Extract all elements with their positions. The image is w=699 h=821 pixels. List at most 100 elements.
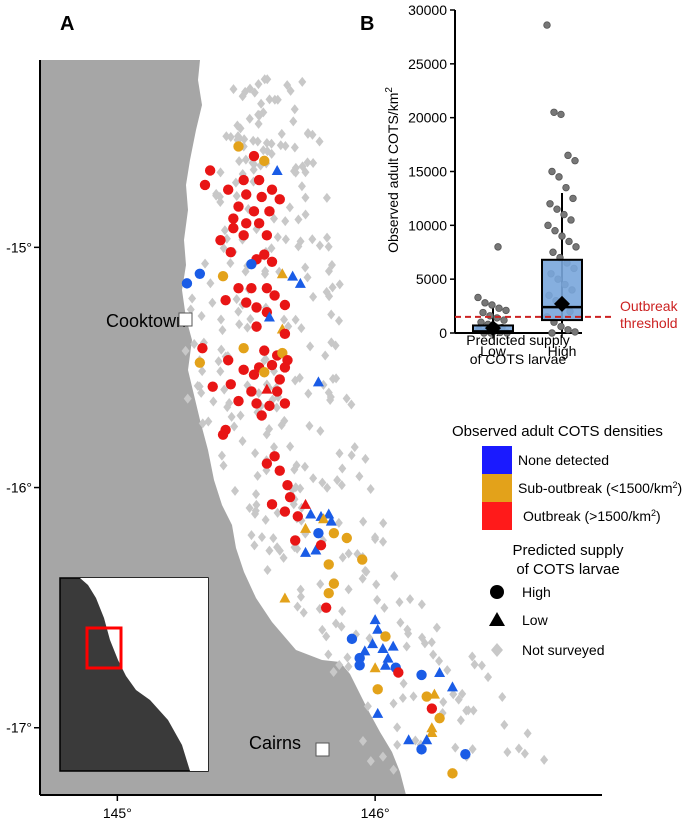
legend-outbreak-label: Outbreak (>1500/km2) xyxy=(523,508,661,524)
not-surveyed-marker xyxy=(250,540,259,551)
not-surveyed-marker xyxy=(343,652,352,663)
not-surveyed-marker xyxy=(290,104,299,115)
site-marker-outbreak-high xyxy=(261,282,273,294)
not-surveyed-marker xyxy=(366,484,375,495)
not-surveyed-marker xyxy=(396,617,405,628)
not-surveyed-marker xyxy=(216,167,225,178)
site-marker-outbreak-high xyxy=(279,506,291,517)
not-surveyed-marker xyxy=(335,660,344,671)
site-marker-sub-high xyxy=(380,631,391,642)
not-surveyed-marker xyxy=(235,319,244,330)
site-marker-outbreak-high xyxy=(253,174,265,186)
not-surveyed-marker xyxy=(334,315,343,326)
site-marker-outbreak-high xyxy=(279,398,291,409)
city-label: Cooktown xyxy=(106,311,186,331)
not-surveyed-marker xyxy=(347,450,356,461)
not-surveyed-marker xyxy=(245,502,254,513)
not-surveyed-marker xyxy=(292,460,301,471)
site-marker-none-low xyxy=(294,277,306,288)
box-outlier xyxy=(565,237,573,246)
site-marker-none-low xyxy=(369,614,381,625)
site-marker-sub-high xyxy=(277,347,288,359)
site-marker-outbreak-high xyxy=(238,230,249,241)
not-surveyed-marker xyxy=(227,411,236,422)
site-marker-outbreak-high xyxy=(290,535,301,546)
not-surveyed-marker xyxy=(372,579,381,590)
box-outlier xyxy=(546,200,554,208)
not-surveyed-marker xyxy=(335,279,344,290)
not-surveyed-marker xyxy=(305,420,314,431)
city-cairns: Cairns xyxy=(249,733,330,757)
inset-highlight-box xyxy=(85,626,123,670)
box-outlier xyxy=(557,110,565,119)
not-surveyed-marker xyxy=(230,421,239,432)
legend-low-marker xyxy=(489,612,505,626)
not-surveyed-marker xyxy=(245,113,254,124)
site-marker-sub-low xyxy=(369,662,381,673)
site-marker-none-low xyxy=(434,667,446,677)
not-surveyed-marker xyxy=(234,131,243,142)
box-outlier xyxy=(555,173,563,181)
not-surveyed-marker xyxy=(315,240,324,251)
not-surveyed-marker xyxy=(270,94,279,105)
not-surveyed-marker xyxy=(289,116,298,127)
not-surveyed-marker xyxy=(277,420,286,431)
not-surveyed-marker xyxy=(315,136,324,147)
legend-swatch-none xyxy=(482,446,512,474)
not-surveyed-marker xyxy=(477,660,486,671)
not-surveyed-marker xyxy=(366,756,375,767)
box-outlier xyxy=(488,301,496,309)
site-marker-none-low xyxy=(271,164,283,175)
not-surveyed-marker xyxy=(267,243,276,254)
site-marker-sub-high xyxy=(328,578,340,589)
inset-sea xyxy=(80,578,208,771)
box-outlier xyxy=(571,157,579,165)
map-x-tick-label: 146° xyxy=(361,805,390,821)
site-marker-none-low xyxy=(305,508,317,519)
not-surveyed-marker xyxy=(272,402,281,413)
site-marker-none-low xyxy=(387,640,399,651)
not-surveyed-marker xyxy=(358,573,367,584)
not-surveyed-marker xyxy=(254,388,263,399)
boxplot-panel: 0 5000 10000 15000 20000 25000 30000 Low High Ob… xyxy=(384,2,679,367)
site-marker-outbreak-high xyxy=(248,206,260,217)
not-surveyed-marker xyxy=(296,584,305,595)
not-surveyed-marker xyxy=(373,594,382,605)
site-marker-outbreak-high xyxy=(228,213,239,224)
legend-sub-label: Sub-outbreak (<1500/km2) xyxy=(518,480,682,496)
not-surveyed-marker xyxy=(323,232,332,243)
not-surveyed-marker xyxy=(270,442,279,453)
site-marker-outbreak-high xyxy=(274,374,285,385)
box-mean-marker xyxy=(554,295,570,312)
not-surveyed-marker xyxy=(503,747,512,758)
box-outlier xyxy=(495,304,503,312)
site-marker-outbreak-high xyxy=(266,499,278,510)
boxplot-x-label-line2: of COTS larvae xyxy=(470,351,567,367)
site-marker-outbreak-high xyxy=(266,256,278,267)
not-surveyed-marker xyxy=(406,594,415,605)
site-marker-sub-high xyxy=(434,712,445,724)
not-surveyed-marker xyxy=(379,536,388,547)
site-marker-outbreak-high xyxy=(292,511,303,522)
not-surveyed-marker xyxy=(252,489,261,500)
not-surveyed-marker xyxy=(378,751,387,762)
not-surveyed-marker xyxy=(277,128,286,139)
not-surveyed-marker xyxy=(398,692,407,703)
not-surveyed-marker xyxy=(301,192,310,203)
not-surveyed-marker xyxy=(458,688,467,699)
legend-low-label: Low xyxy=(522,612,549,628)
not-surveyed-marker xyxy=(216,314,225,325)
not-surveyed-marker xyxy=(219,243,228,254)
site-marker-sub-high xyxy=(194,357,206,368)
not-surveyed-marker xyxy=(418,632,427,643)
not-surveyed-marker xyxy=(337,621,346,632)
not-surveyed-marker xyxy=(183,393,192,404)
not-surveyed-marker xyxy=(283,80,292,91)
not-surveyed-marker xyxy=(190,339,199,350)
not-surveyed-marker xyxy=(204,416,213,427)
not-surveyed-marker xyxy=(337,480,346,491)
not-surveyed-marker xyxy=(409,691,418,702)
site-marker-outbreak-high xyxy=(204,165,216,176)
not-surveyed-marker xyxy=(238,436,247,447)
city-cooktown: Cooktown xyxy=(106,311,193,331)
